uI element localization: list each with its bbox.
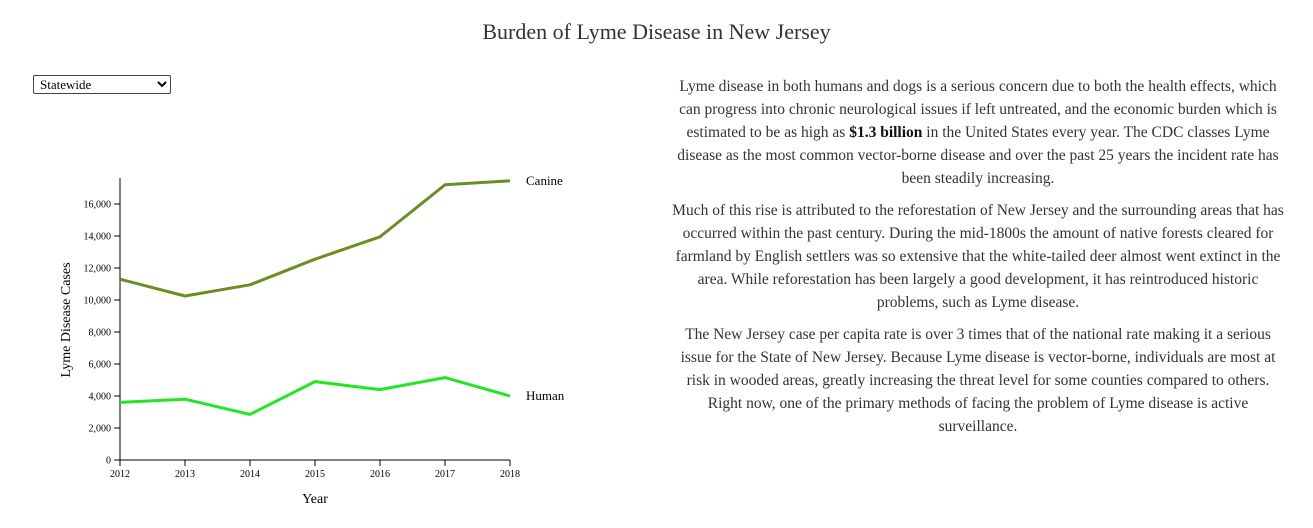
y-tick-label: 2,000 <box>89 424 112 435</box>
series-line-canine <box>119 179 511 298</box>
article-paragraph-3: The New Jersey case per capita rate is o… <box>680 326 1276 435</box>
x-tick-label: 2014 <box>240 469 260 480</box>
series-label-canine: Canine <box>526 173 563 188</box>
y-tick-label: 0 <box>106 456 111 467</box>
cost-highlight: $1.3 billion <box>849 124 923 141</box>
y-axis-title: Lyme Disease Cases <box>59 262 74 377</box>
y-tick-label: 12,000 <box>84 264 112 275</box>
series-line-human <box>119 376 511 416</box>
y-tick-label: 6,000 <box>89 360 112 371</box>
y-tick-label: 8,000 <box>89 328 112 339</box>
x-tick-label: 2017 <box>435 469 455 480</box>
article-text: Lyme disease in both humans and dogs is … <box>668 75 1288 447</box>
x-tick-label: 2012 <box>110 469 130 480</box>
y-tick-label: 14,000 <box>84 232 112 243</box>
y-tick-label: 10,000 <box>84 296 112 307</box>
x-tick-label: 2013 <box>175 469 195 480</box>
lyme-cases-line-chart: 0 2,000 4,000 6,000 8,000 10,000 12,000 14,000 1… <box>59 173 565 507</box>
x-tick-label: 2015 <box>305 469 325 480</box>
region-select[interactable]: Statewide <box>33 75 171 94</box>
article-paragraph-1: Lyme disease in both humans and dogs is … <box>677 78 1279 187</box>
y-tick-label: 16,000 <box>84 200 112 211</box>
y-tick-label: 4,000 <box>89 392 112 403</box>
x-tick-label: 2018 <box>500 469 520 480</box>
x-axis-title: Year <box>302 492 328 507</box>
page-title: Burden of Lyme Disease in New Jersey <box>482 19 831 44</box>
x-tick-label: 2016 <box>370 469 390 480</box>
article-paragraph-2: Much of this rise is attributed to the r… <box>672 202 1284 311</box>
series-label-human: Human <box>526 388 565 403</box>
